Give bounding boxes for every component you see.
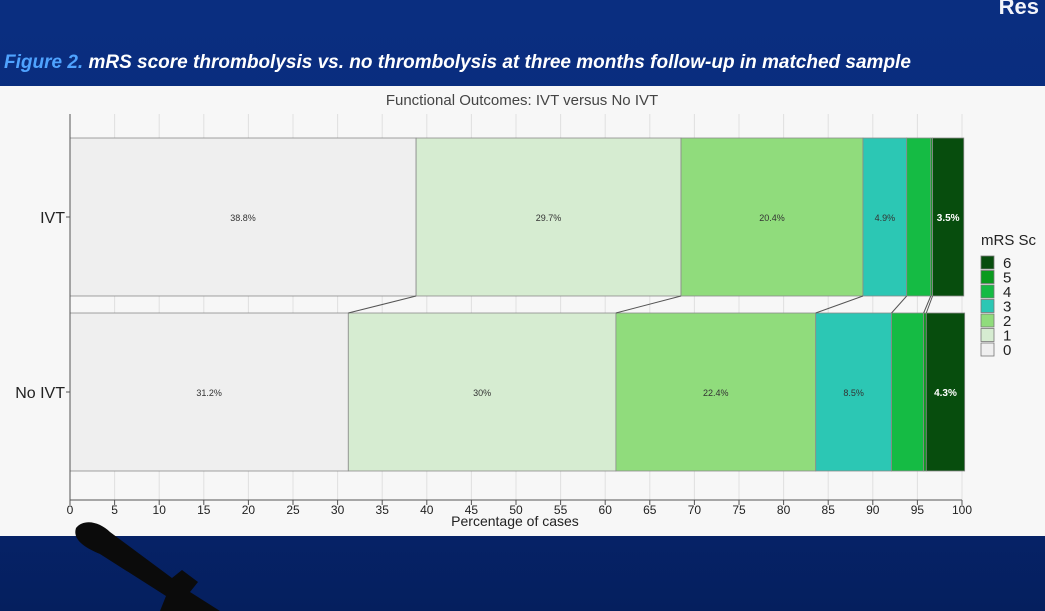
bar-segment-no-ivt-mrs-5 — [923, 312, 927, 472]
x-tick-label-60: 60 — [599, 503, 613, 517]
bar-segment-no-ivt-mrs-0 — [69, 312, 349, 472]
x-tick-label-10: 10 — [153, 503, 167, 517]
legend-label-mrs-0: 0 — [1003, 342, 1011, 359]
slide-corner-text: Res — [998, 0, 1039, 19]
chart-title: Functional Outcomes: IVT versus No IVT — [386, 92, 658, 109]
bar-segment-ivt-mrs-6 — [932, 137, 965, 297]
bar-segment-no-ivt-mrs-2 — [615, 312, 817, 472]
x-tick-label-75: 75 — [732, 503, 746, 517]
data-label-ivt-mrs-1: 29.7% — [536, 213, 562, 223]
x-tick-label-100: 100 — [952, 503, 972, 517]
x-tick-label-20: 20 — [242, 503, 256, 517]
data-label-ivt-mrs-3: 4.9% — [875, 213, 896, 223]
x-tick-label-85: 85 — [822, 503, 836, 517]
bar-segment-ivt-mrs-0 — [69, 137, 417, 297]
x-tick-label-35: 35 — [376, 503, 390, 517]
x-tick-label-55: 55 — [554, 503, 568, 517]
chart-bars — [69, 137, 966, 472]
connector-line-mrs-3 — [891, 295, 908, 314]
legend-label-mrs-5: 5 — [1003, 270, 1011, 287]
connector-line-mrs-2 — [815, 295, 864, 314]
legend-label-mrs-1: 1 — [1003, 328, 1011, 345]
x-tick-label-25: 25 — [286, 503, 300, 517]
x-tick-label-95: 95 — [911, 503, 925, 517]
bar-segment-ivt-mrs-4 — [906, 137, 932, 297]
x-tick-label-30: 30 — [331, 503, 345, 517]
figure-caption: Figure 2. mRS score thrombolysis vs. no … — [4, 52, 911, 74]
data-label-no-ivt-mrs-1: 30% — [473, 388, 491, 398]
y-tick-label-no-ivt: No IVT — [15, 385, 65, 402]
x-tick-label-45: 45 — [465, 503, 479, 517]
x-tick-label-40: 40 — [420, 503, 434, 517]
bar-segment-no-ivt-mrs-6 — [925, 312, 966, 472]
x-axis-label: Percentage of cases — [451, 513, 579, 529]
legend-label-mrs-2: 2 — [1003, 313, 1011, 330]
x-tick-label-70: 70 — [688, 503, 702, 517]
x-tick-label-5: 5 — [111, 503, 118, 517]
data-label-no-ivt-mrs-2: 22.4% — [703, 388, 729, 398]
data-label-ivt-mrs-0: 38.8% — [230, 213, 256, 223]
legend-title: mRS Sc — [981, 232, 1037, 249]
figure-caption-label: Figure 2. — [4, 52, 84, 73]
x-tick-label-65: 65 — [643, 503, 657, 517]
legend-swatch-mrs-0 — [980, 342, 995, 357]
legend-swatch-mrs-6 — [980, 255, 995, 270]
data-label-no-ivt-mrs-0: 31.2% — [196, 388, 222, 398]
legend-label-mrs-6: 6 — [1003, 255, 1011, 272]
podium-microphone-silhouette — [75, 522, 220, 611]
connector-line-mrs-5 — [925, 295, 934, 314]
legend-swatch-mrs-5 — [980, 270, 995, 284]
data-label-ivt-mrs-6: 3.5% — [937, 213, 960, 224]
bar-value-labels: 38.8% 29.7% 20.4% 4.9% 3.5% 31.2% 30% 22.4% 8.5%… — [196, 213, 959, 399]
legend-swatch-mrs-3 — [980, 299, 995, 313]
connector-line-mrs-0 — [348, 295, 417, 314]
connector-line-mrs-4 — [923, 295, 932, 314]
legend-swatch-mrs-4 — [980, 284, 995, 299]
bar-segment-ivt-mrs-2 — [680, 137, 864, 297]
bar-segment-no-ivt-mrs-4 — [891, 312, 925, 472]
x-tick-label-90: 90 — [866, 503, 880, 517]
x-tick-label-80: 80 — [777, 503, 791, 517]
x-tick-label-0: 0 — [67, 503, 74, 517]
bar-segment-no-ivt-mrs-1 — [347, 312, 617, 472]
chart-axes: IVT No IVT 0 5 10 15 20 25 30 35 40 45 50 55 60 65 70 75 8… — [15, 114, 972, 517]
legend-swatch-mrs-1 — [980, 328, 995, 342]
legend-label-mrs-3: 3 — [1003, 299, 1011, 316]
legend-swatch-mrs-2 — [980, 313, 995, 328]
x-tick-label-15: 15 — [197, 503, 211, 517]
bar-segment-ivt-mrs-3 — [862, 137, 908, 297]
data-label-no-ivt-mrs-6: 4.3% — [934, 388, 957, 399]
bar-segment-ivt-mrs-1 — [415, 137, 682, 297]
bar-connectors — [348, 295, 934, 314]
legend-label-mrs-4: 4 — [1003, 284, 1011, 301]
connector-line-mrs-1 — [615, 295, 682, 314]
stacked-bar-chart: Functional Outcomes: IVT versus No IVT 3… — [15, 92, 1037, 529]
y-tick-label-ivt: IVT — [40, 210, 65, 227]
x-tick-label-50: 50 — [509, 503, 523, 517]
data-label-ivt-mrs-2: 20.4% — [759, 213, 785, 223]
figure-caption-text: mRS score thrombolysis vs. no thrombolys… — [83, 52, 911, 73]
data-label-no-ivt-mrs-3: 8.5% — [843, 388, 864, 398]
chart-panel: Functional Outcomes: IVT versus No IVT 3… — [0, 86, 1045, 536]
